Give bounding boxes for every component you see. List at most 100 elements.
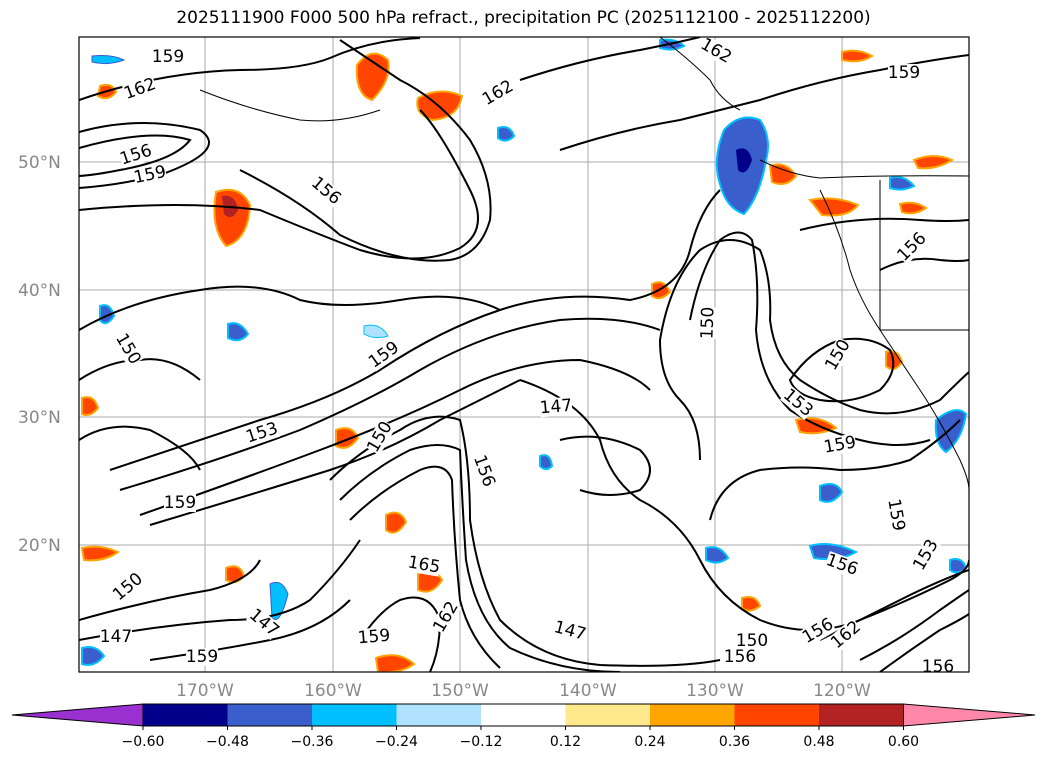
contour-line: [339, 444, 621, 672]
contour-label-bg: [357, 626, 391, 648]
lat-label: 20°N: [18, 536, 61, 556]
contour-label: 159: [164, 493, 196, 513]
contour-label-bg: [799, 615, 837, 647]
lat-label: 50°N: [18, 153, 61, 173]
colorbar-tick-label: 0.24: [634, 734, 665, 750]
lon-label: 130°W: [686, 681, 744, 701]
contour-line: [879, 257, 969, 271]
colorbar-tick-label: 0.48: [803, 734, 834, 750]
contour-line: [149, 379, 521, 526]
precip-patch-positive: [841, 49, 874, 63]
colorbar-tick-label: −0.48: [206, 734, 249, 750]
lon-label: 160°W: [304, 681, 362, 701]
precip-patch-negative: [539, 454, 554, 470]
contour-line: [239, 39, 492, 262]
map-background: [79, 37, 969, 672]
contour-label-bg: [470, 452, 498, 490]
contour-label-bg: [245, 605, 283, 641]
contour-label-bg: [186, 648, 218, 666]
colorbar-tick-label: 0.12: [550, 734, 581, 750]
colorbar-segment: [650, 704, 735, 726]
contour-line: [79, 122, 210, 189]
contour-line: [329, 415, 721, 667]
contour-label: 150: [697, 306, 718, 339]
precip-patch-positive: [898, 201, 928, 215]
contour-line: [349, 465, 501, 669]
contour-line: [79, 559, 261, 621]
contour-label-bg: [552, 618, 588, 644]
contour-label: 156: [724, 647, 756, 667]
colorbar-tick-label: 0.60: [888, 734, 919, 750]
contour-label-bg: [244, 419, 280, 447]
chart-title: 2025111900 F000 500 hPa refract., precip…: [176, 8, 871, 28]
precip-patch-positive: [374, 654, 416, 672]
colorbar-tick-label: −0.12: [460, 734, 503, 750]
precip-patch-positive: [355, 52, 390, 102]
contour-line: [79, 134, 192, 177]
precip-patch-negative: [889, 176, 916, 191]
colorbar-tick-label: −0.60: [122, 734, 165, 750]
colorbar-tick-label: −0.24: [375, 734, 418, 750]
colorbar-segment: [227, 704, 312, 726]
contour-label-bg: [365, 338, 403, 372]
precip-patch-positive: [81, 396, 100, 417]
contour-label: 147: [539, 396, 573, 419]
contour-label-bg: [132, 162, 168, 188]
coastline: [879, 180, 969, 331]
contour-line: [859, 589, 969, 661]
contour-label-bg: [724, 648, 756, 666]
colorbar-segment: [312, 704, 397, 726]
contour-line: [519, 379, 969, 631]
contour-label-bg: [430, 598, 462, 636]
precip-patch-negative: [91, 55, 126, 65]
contour-label: 156: [922, 657, 954, 677]
precip-patch-positive: [768, 163, 798, 185]
contour-label-bg: [100, 628, 132, 646]
colorbar-tick-label: 0.36: [719, 734, 750, 750]
precip-patch-positive: [80, 545, 121, 562]
contour-label-bg: [112, 330, 144, 368]
contour-label-bg: [539, 396, 573, 418]
contour-label-bg: [364, 418, 396, 456]
colorbar-segment: [819, 704, 904, 726]
precip-patch-positive: [741, 596, 762, 612]
contour-label-bg: [307, 173, 345, 209]
contour-label-bg: [827, 617, 865, 653]
precip-patch-positive: [385, 511, 408, 534]
coastlines: [199, 37, 969, 491]
coastline: [759, 159, 969, 179]
contour-label: 159: [186, 647, 218, 667]
contour-label-bg: [118, 141, 154, 169]
contour-label-bg: [406, 553, 442, 577]
contour-label-bg: [779, 385, 817, 421]
contour-line: [519, 37, 701, 81]
contour-label: 159: [152, 47, 184, 67]
map-frame: [78, 36, 970, 673]
coastline: [659, 37, 741, 111]
contour-label-bg: [894, 229, 930, 265]
lon-label: 150°W: [431, 681, 489, 701]
contour-line: [689, 231, 931, 446]
contour-label-bg: [736, 632, 768, 650]
contour-label-bg: [822, 433, 858, 457]
colorbar-segment: [565, 704, 650, 726]
colorbar-segment: [143, 704, 228, 726]
contour-label-bg: [910, 536, 942, 574]
coastline: [819, 189, 969, 491]
contour-label-bg: [884, 497, 908, 533]
contour-line: [119, 317, 661, 491]
precip-patch-negative: [497, 126, 516, 142]
precip-patch-positive: [912, 155, 955, 170]
precip-patch-negative: [736, 148, 752, 173]
precip-patch-negative: [705, 546, 730, 564]
contour-label-bg: [823, 551, 861, 579]
precip-patch-positive: [808, 197, 860, 217]
contour-line: [788, 337, 895, 403]
contour-line: [658, 239, 969, 461]
contour-label: 147: [100, 627, 132, 647]
precip-patch-positive: [225, 565, 246, 584]
colorbar-tick-label: −0.36: [291, 734, 334, 750]
precip-patch-negative: [363, 324, 389, 339]
contour-label-bg: [822, 336, 854, 374]
